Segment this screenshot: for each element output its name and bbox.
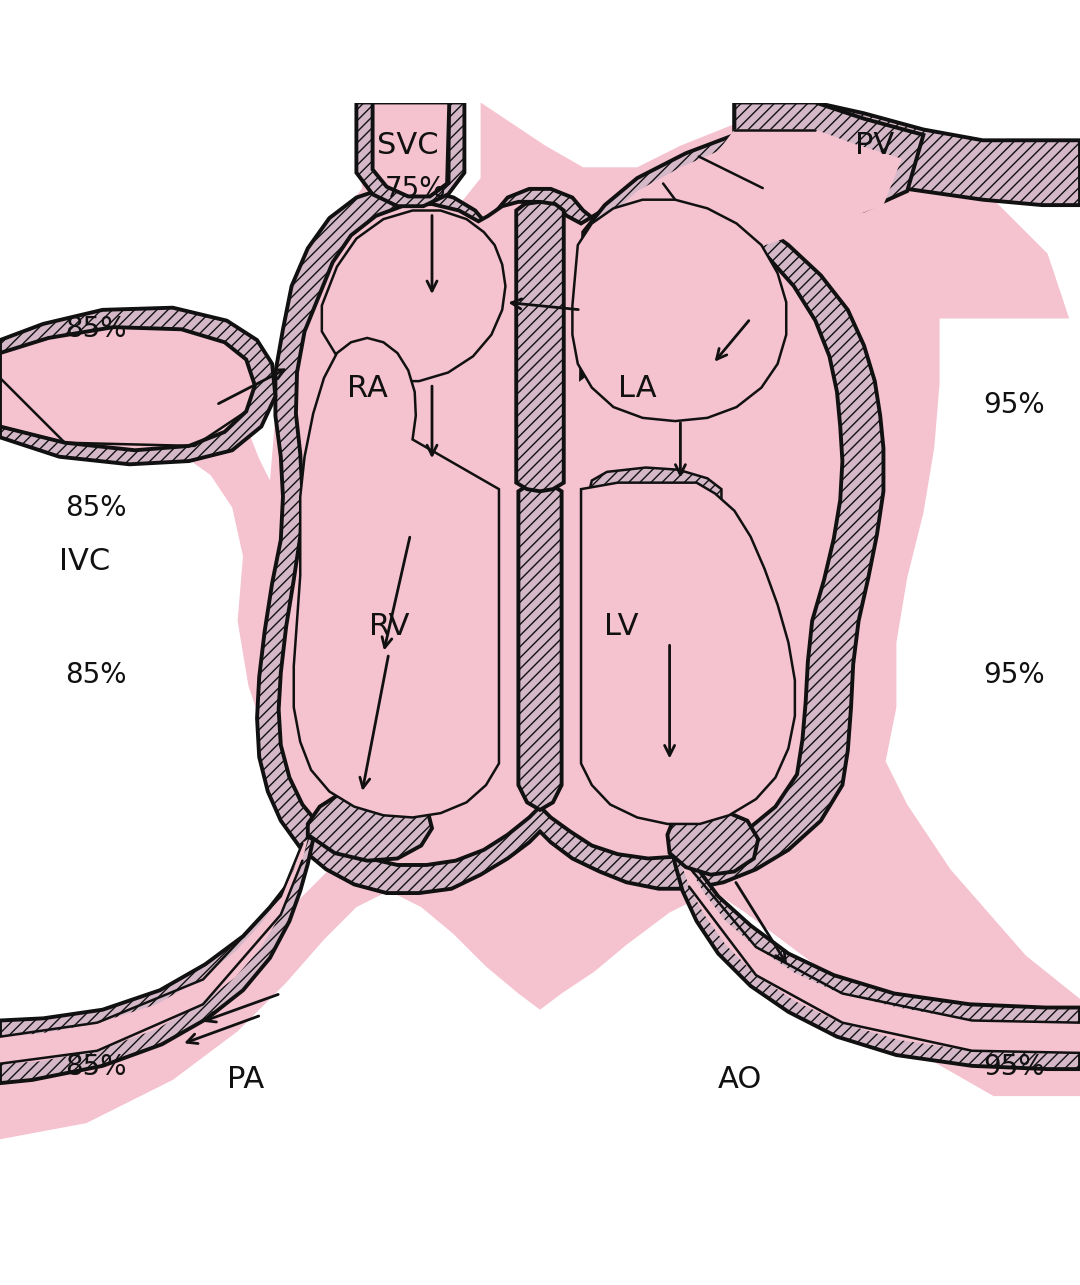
Polygon shape — [373, 103, 449, 197]
Polygon shape — [279, 202, 842, 865]
Text: 85%: 85% — [65, 493, 126, 522]
Polygon shape — [572, 199, 786, 421]
Text: RA: RA — [347, 374, 388, 403]
Text: 95%: 95% — [983, 660, 1044, 689]
Polygon shape — [581, 103, 923, 378]
Polygon shape — [362, 468, 488, 524]
Polygon shape — [294, 338, 499, 817]
Text: PA: PA — [228, 1065, 265, 1095]
Text: AO: AO — [718, 1065, 762, 1095]
Polygon shape — [0, 328, 255, 450]
Polygon shape — [0, 839, 308, 1064]
Polygon shape — [592, 130, 902, 364]
Polygon shape — [589, 468, 721, 526]
Polygon shape — [322, 211, 505, 382]
Polygon shape — [581, 483, 795, 824]
Polygon shape — [675, 839, 1080, 1052]
Polygon shape — [518, 483, 562, 810]
Text: 85%: 85% — [65, 660, 126, 689]
Text: SVC: SVC — [377, 131, 440, 161]
Text: LA: LA — [618, 374, 657, 403]
Text: 75%: 75% — [386, 175, 446, 203]
Text: IVC: IVC — [59, 547, 110, 576]
Text: LV: LV — [604, 612, 638, 641]
Text: 95%: 95% — [983, 1052, 1044, 1081]
Text: PV: PV — [855, 131, 894, 161]
Text: RV: RV — [368, 612, 409, 641]
Text: 85%: 85% — [65, 315, 126, 343]
Polygon shape — [356, 103, 464, 206]
Text: 95%: 95% — [983, 391, 1044, 419]
Polygon shape — [257, 186, 883, 893]
Polygon shape — [0, 103, 1080, 1140]
Polygon shape — [734, 103, 1080, 206]
Polygon shape — [667, 810, 758, 875]
Polygon shape — [0, 307, 275, 464]
Polygon shape — [0, 837, 313, 1083]
Polygon shape — [308, 785, 432, 861]
Polygon shape — [516, 202, 564, 491]
Text: 85%: 85% — [65, 1052, 126, 1081]
Polygon shape — [670, 821, 1080, 1069]
